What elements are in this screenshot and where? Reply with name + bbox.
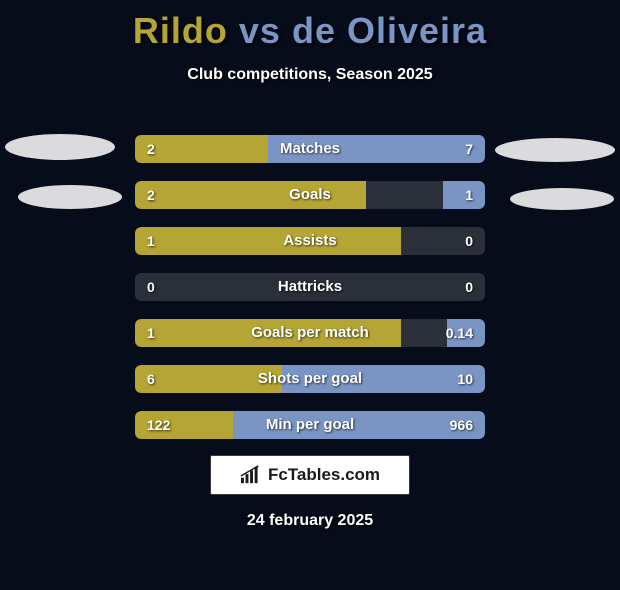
stat-row: 122966Min per goal <box>135 411 485 439</box>
subtitle: Club competitions, Season 2025 <box>0 66 620 84</box>
fctables-badge: FcTables.com <box>210 455 410 495</box>
stat-row: 21Goals <box>135 181 485 209</box>
badge-text: FcTables.com <box>268 465 380 485</box>
stat-label: Shots per goal <box>135 365 485 393</box>
shadow-ellipse <box>495 138 615 162</box>
page-title: Rildo vs de Oliveira <box>0 10 620 52</box>
shadow-ellipse <box>510 188 614 210</box>
player2-name: de Oliveira <box>292 10 487 51</box>
stat-row: 610Shots per goal <box>135 365 485 393</box>
stat-label: Goals per match <box>135 319 485 347</box>
player1-name: Rildo <box>133 10 228 51</box>
stat-label: Min per goal <box>135 411 485 439</box>
stat-label: Goals <box>135 181 485 209</box>
stat-row: 27Matches <box>135 135 485 163</box>
shadow-ellipse <box>18 185 122 209</box>
stat-label: Hattricks <box>135 273 485 301</box>
date-label: 24 february 2025 <box>0 512 620 530</box>
stat-row: 10Assists <box>135 227 485 255</box>
shadow-ellipse <box>5 134 115 160</box>
stat-row: 00Hattricks <box>135 273 485 301</box>
chart-bars-icon <box>240 465 262 485</box>
stat-label: Matches <box>135 135 485 163</box>
vs-text: vs <box>239 10 281 51</box>
stat-row: 10.14Goals per match <box>135 319 485 347</box>
stats-comparison-chart: 27Matches 21Goals 10Assists 00Hattricks 10.1… <box>135 135 485 457</box>
stat-label: Assists <box>135 227 485 255</box>
